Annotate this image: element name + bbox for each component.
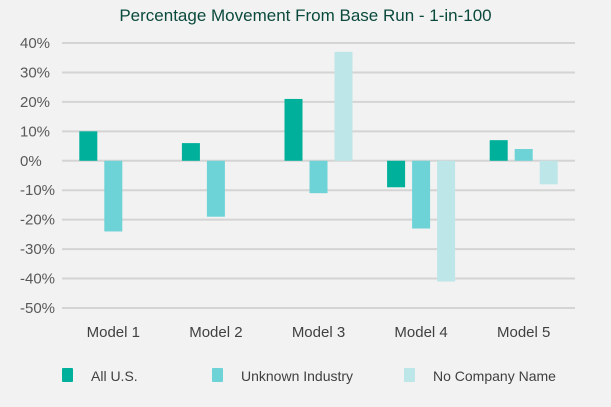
legend-swatch [62,368,73,382]
bar-model-1-series-1 [79,131,98,161]
bar-model-2-series-1 [181,143,200,161]
y-tick-label: 0% [20,153,42,170]
y-tick-label: -50% [20,300,55,317]
bar-model-2-series-2 [206,160,225,217]
bar-model-5-series-2 [514,149,533,161]
y-tick-label: -10% [20,182,55,199]
bar-model-3-series-3 [334,51,353,161]
bar-model-5-series-1 [489,140,508,161]
y-tick-label: -20% [20,212,55,229]
bar-model-5-series-3 [539,160,558,185]
x-tick-label: Model 5 [497,324,550,341]
y-tick-label: 30% [20,64,50,81]
y-tick-label: 10% [20,123,50,140]
y-tick-label: 20% [20,94,50,111]
legend-swatch [404,368,415,382]
x-tick-label: Model 2 [189,324,242,341]
bar-model-4-series-2 [412,160,431,229]
bar-model-3-series-1 [284,98,303,161]
y-tick-label: 40% [20,35,50,52]
x-tick-label: Model 1 [87,324,140,341]
y-tick-label: -30% [20,241,55,258]
bar-model-4-series-3 [437,160,456,282]
y-tick-label: -40% [20,271,55,288]
legend-label: All U.S. [91,368,138,384]
bar-model-4-series-1 [387,160,406,188]
legend-label: Unknown Industry [241,368,353,384]
bar-model-3-series-2 [309,160,328,194]
legend-label: No Company Name [433,368,556,384]
bar-model-1-series-2 [104,160,123,232]
x-tick-label: Model 3 [292,324,345,341]
x-tick-label: Model 4 [394,324,447,341]
legend-swatch [212,368,223,382]
chart-title: Percentage Movement From Base Run - 1-in… [119,6,492,25]
